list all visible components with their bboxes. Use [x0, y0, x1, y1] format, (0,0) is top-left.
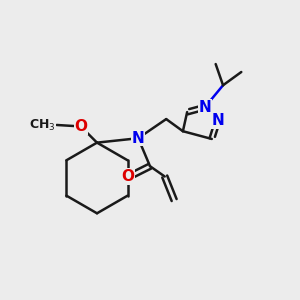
Text: N: N	[198, 100, 211, 115]
Text: O: O	[74, 119, 87, 134]
Text: N: N	[211, 113, 224, 128]
Text: methoxy: methoxy	[52, 124, 58, 126]
Text: N: N	[132, 131, 145, 146]
Text: CH$_3$: CH$_3$	[28, 117, 55, 133]
Text: O: O	[122, 169, 134, 184]
Text: methoxy: methoxy	[51, 122, 58, 124]
